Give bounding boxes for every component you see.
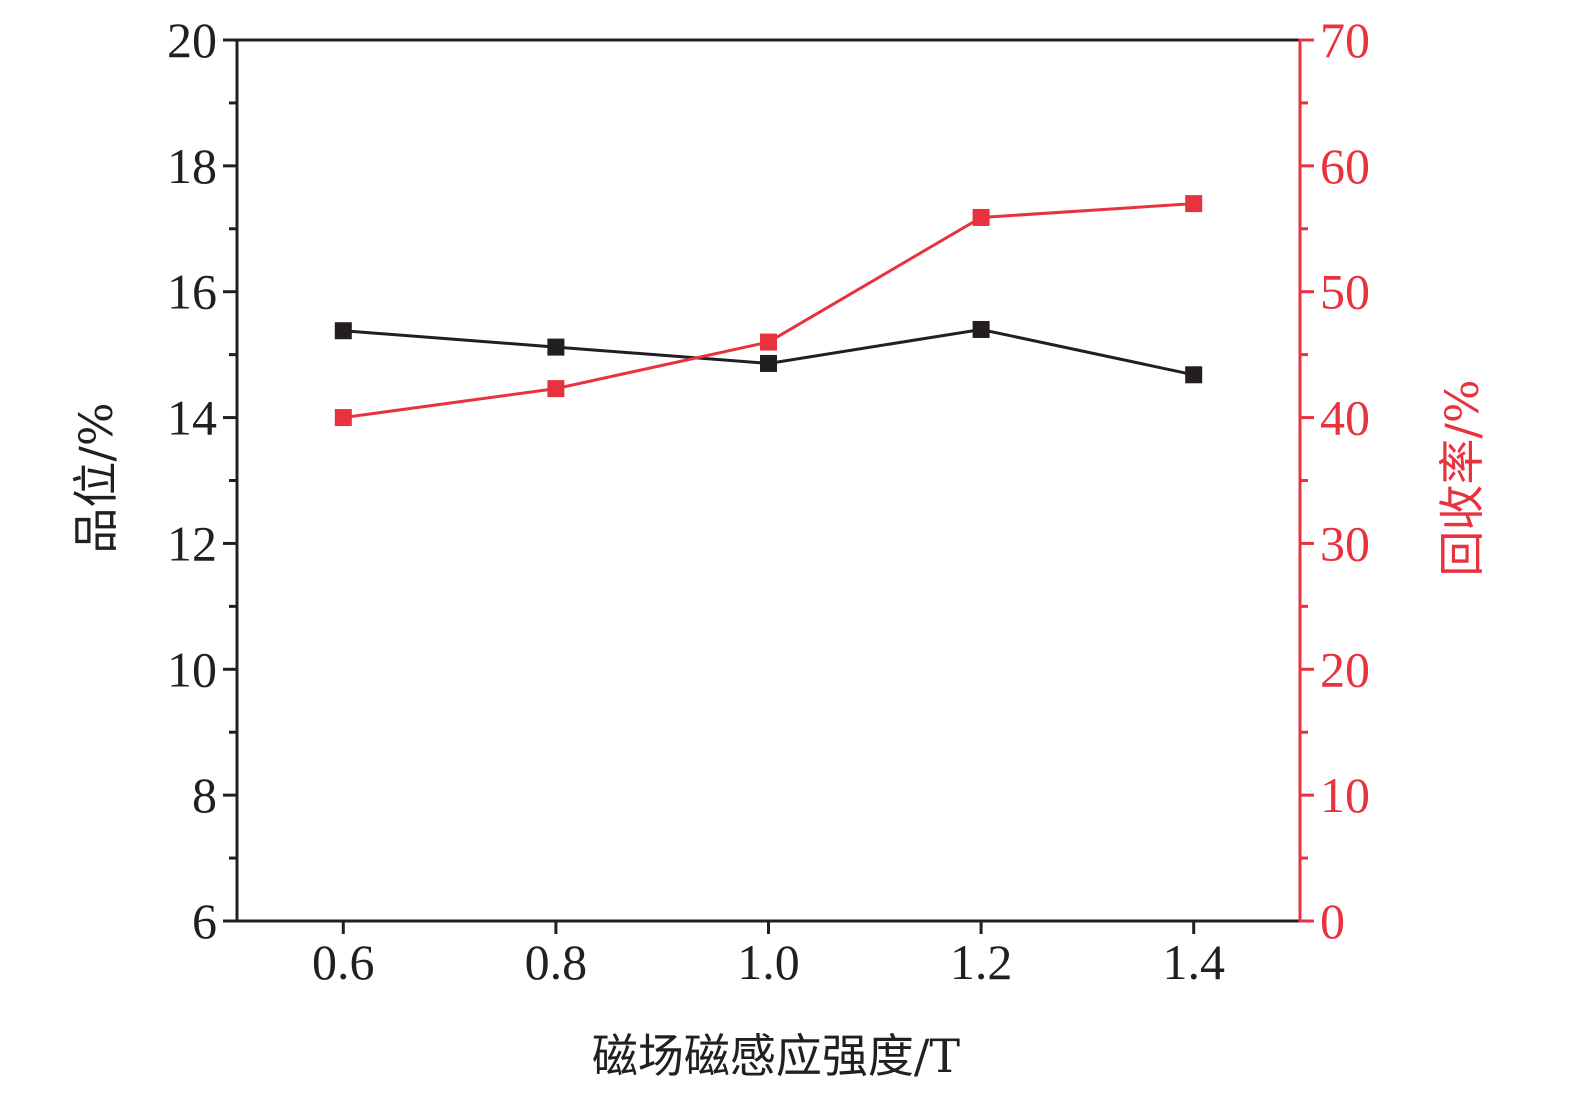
x-tick-label: 1.0 [737, 934, 800, 990]
y-left-tick-label: 14 [167, 390, 217, 446]
y-left-tick-label: 8 [192, 767, 217, 823]
series-1-point [972, 320, 990, 338]
x-axis: 0.6 0.8 1.0 1.2 1.4 [312, 921, 1225, 990]
y-right-tick-label: 30 [1320, 515, 1370, 571]
y-right-tick-label: 10 [1320, 767, 1370, 823]
y-left-tick-label: 16 [167, 264, 217, 320]
series-2-point [760, 333, 777, 351]
series-1-point [334, 322, 352, 340]
series-1-point [547, 338, 565, 356]
series-1-point [1185, 366, 1203, 384]
series-1 [334, 320, 1203, 384]
x-tick-label: 1.4 [1162, 934, 1225, 990]
y-left-tick-label: 12 [167, 515, 217, 571]
series-2-point [1185, 195, 1203, 213]
series-2 [334, 195, 1203, 427]
y-right-tick-label: 60 [1320, 138, 1370, 194]
y-right-tick-label: 0 [1320, 893, 1345, 949]
x-axis-title: 磁场磁感应强度/T [592, 1029, 960, 1083]
y-right-tick-label: 70 [1320, 12, 1370, 68]
series-2-point [334, 409, 352, 427]
y-left-tick-label: 10 [167, 641, 217, 697]
y-axis-right: 0 10 20 30 40 50 60 70 [1300, 12, 1370, 949]
x-tick-label: 1.2 [950, 934, 1013, 990]
x-tick-label: 0.6 [312, 934, 375, 990]
x-tick-label: 0.8 [525, 934, 588, 990]
plot-frame [235, 38, 1302, 923]
y-right-tick-label: 50 [1320, 264, 1370, 320]
series-layer [334, 195, 1203, 427]
y-right-tick-label: 40 [1320, 390, 1370, 446]
y-axis-right-title: 回收率/% [1435, 379, 1489, 576]
series-1-point [760, 354, 777, 372]
y-left-tick-label: 6 [192, 893, 217, 949]
y-axis-left-title: 品位/% [69, 402, 123, 553]
series-2-point [972, 208, 990, 226]
y-left-tick-label: 20 [167, 12, 217, 68]
y-right-tick-label: 20 [1320, 641, 1370, 697]
y-left-tick-label: 18 [167, 138, 217, 194]
y-axis-left: 6 8 10 12 14 16 18 20 [167, 12, 237, 949]
series-2-line [343, 202, 1194, 420]
series-2-point [547, 380, 565, 398]
